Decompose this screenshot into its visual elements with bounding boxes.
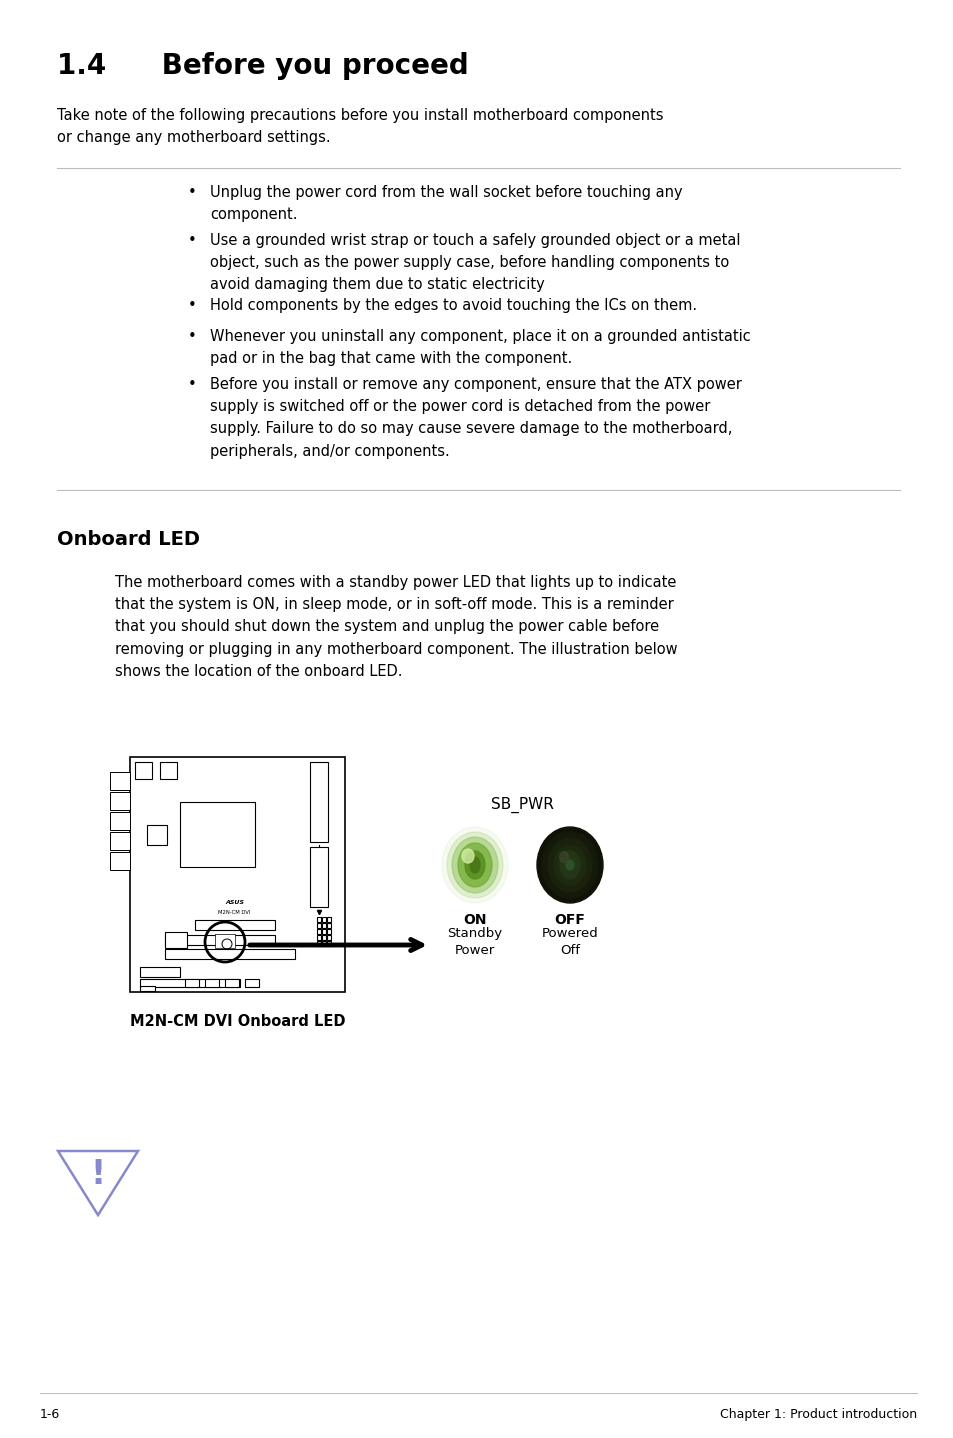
- Text: •: •: [188, 186, 196, 200]
- Bar: [310, 762, 328, 843]
- Ellipse shape: [452, 837, 497, 893]
- Ellipse shape: [537, 827, 602, 903]
- Bar: [130, 756, 345, 992]
- Text: ON: ON: [463, 913, 486, 928]
- Text: 1-6: 1-6: [40, 1408, 60, 1421]
- Text: Powered
Off: Powered Off: [541, 928, 598, 958]
- Ellipse shape: [565, 860, 574, 870]
- Ellipse shape: [447, 833, 502, 897]
- Text: M2N-CM DVI: M2N-CM DVI: [218, 909, 250, 915]
- Text: M2N-CM DVI Onboard LED: M2N-CM DVI Onboard LED: [130, 1014, 345, 1030]
- Bar: [322, 935, 326, 940]
- Text: Standby
Power: Standby Power: [447, 928, 502, 958]
- Bar: [140, 966, 180, 976]
- Bar: [110, 833, 130, 850]
- Text: Chapter 1: Product introduction: Chapter 1: Product introduction: [720, 1408, 916, 1421]
- Bar: [316, 923, 320, 928]
- Bar: [194, 920, 274, 930]
- Text: Onboard LED: Onboard LED: [57, 531, 200, 549]
- Bar: [140, 986, 154, 991]
- Ellipse shape: [457, 843, 492, 887]
- Bar: [165, 949, 294, 959]
- Bar: [135, 762, 152, 779]
- Ellipse shape: [441, 827, 507, 903]
- Text: •: •: [188, 377, 196, 393]
- Ellipse shape: [461, 848, 474, 863]
- Bar: [140, 979, 240, 986]
- Text: Unplug the power cord from the wall socket before touching any
component.: Unplug the power cord from the wall sock…: [210, 186, 682, 223]
- Ellipse shape: [558, 851, 568, 863]
- Text: 1.4  Before you proceed: 1.4 Before you proceed: [57, 52, 468, 81]
- Bar: [225, 979, 239, 986]
- Ellipse shape: [464, 851, 484, 879]
- Text: •: •: [188, 329, 196, 344]
- Bar: [185, 979, 199, 986]
- Text: Take note of the following precautions before you install motherboard components: Take note of the following precautions b…: [57, 108, 662, 145]
- Bar: [322, 929, 326, 935]
- Bar: [165, 935, 274, 945]
- Bar: [327, 940, 331, 946]
- Bar: [110, 851, 130, 870]
- Text: •: •: [188, 233, 196, 247]
- Bar: [322, 917, 326, 922]
- Bar: [205, 979, 219, 986]
- Ellipse shape: [554, 846, 585, 884]
- Bar: [322, 923, 326, 928]
- Text: ASUS: ASUS: [225, 900, 244, 905]
- Bar: [316, 917, 320, 922]
- Ellipse shape: [547, 838, 592, 892]
- Text: !: !: [91, 1159, 106, 1192]
- Bar: [160, 762, 177, 779]
- Ellipse shape: [559, 851, 579, 879]
- Ellipse shape: [564, 858, 575, 871]
- Ellipse shape: [541, 833, 598, 897]
- Bar: [327, 917, 331, 922]
- Bar: [245, 979, 258, 986]
- Text: •: •: [188, 298, 196, 313]
- Bar: [147, 825, 167, 846]
- Text: Use a grounded wrist strap or touch a safely grounded object or a metal
object, : Use a grounded wrist strap or touch a sa…: [210, 233, 740, 292]
- Text: Before you install or remove any component, ensure that the ATX power
supply is : Before you install or remove any compone…: [210, 377, 741, 459]
- Text: Hold components by the edges to avoid touching the ICs on them.: Hold components by the edges to avoid to…: [210, 298, 697, 313]
- Bar: [180, 802, 254, 867]
- Bar: [165, 932, 187, 948]
- Bar: [327, 929, 331, 935]
- Bar: [327, 923, 331, 928]
- Bar: [316, 935, 320, 940]
- Bar: [316, 929, 320, 935]
- Bar: [316, 940, 320, 946]
- Bar: [322, 940, 326, 946]
- Text: The motherboard comes with a standby power LED that lights up to indicate
that t: The motherboard comes with a standby pow…: [115, 575, 677, 679]
- Bar: [327, 935, 331, 940]
- Ellipse shape: [561, 856, 578, 874]
- Bar: [110, 792, 130, 810]
- Bar: [110, 812, 130, 830]
- Bar: [214, 935, 234, 948]
- Text: OFF: OFF: [554, 913, 585, 928]
- Text: Whenever you uninstall any component, place it on a grounded antistatic
pad or i: Whenever you uninstall any component, pl…: [210, 329, 750, 367]
- Ellipse shape: [470, 857, 479, 873]
- Bar: [110, 772, 130, 789]
- Bar: [310, 847, 328, 907]
- Text: SB_PWR: SB_PWR: [491, 797, 554, 814]
